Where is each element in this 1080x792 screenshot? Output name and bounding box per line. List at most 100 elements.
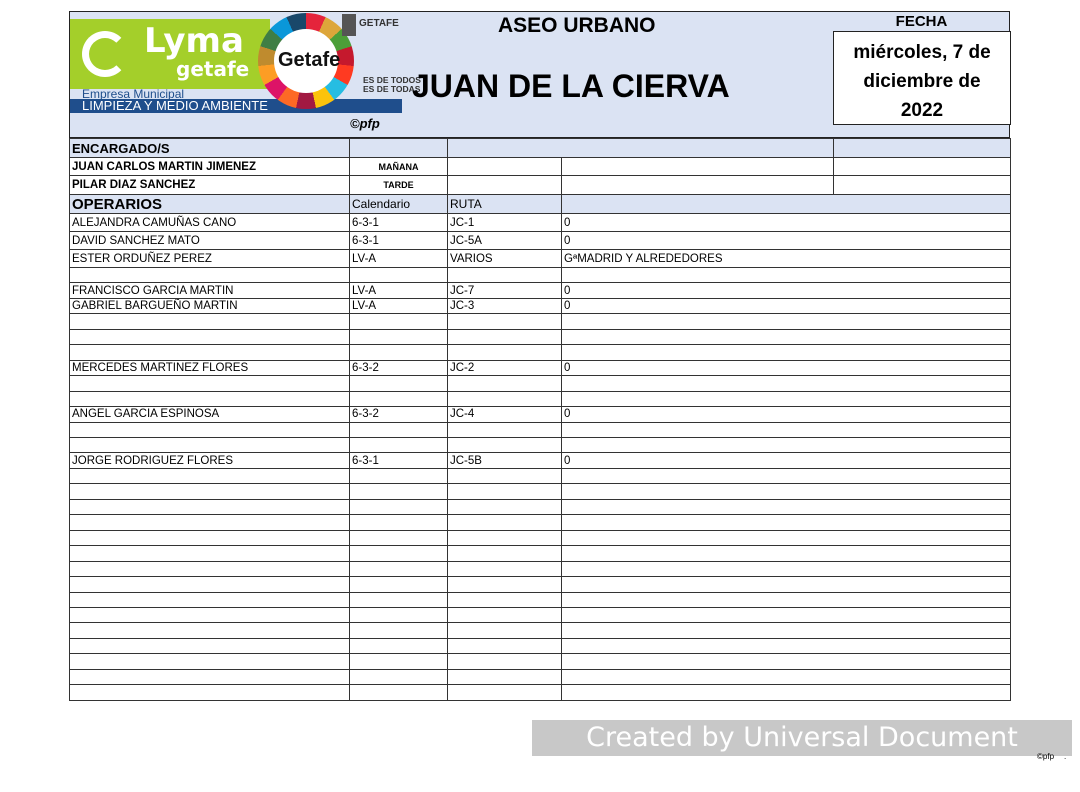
operario-row [69,684,1011,701]
operario-note [561,375,1011,392]
operario-calendario [349,421,448,438]
operario-ruta [447,668,562,686]
operario-note: GªMADRID Y ALREDEDORES [561,249,1011,268]
operario-ruta [447,622,562,639]
encargado-turno: TARDE [349,175,448,195]
operario-calendario: 6-3-2 [349,359,448,377]
operario-calendario [349,545,448,562]
operario-name: MERCEDES MARTINEZ FLORES [69,359,350,377]
getafe-logo-text: Getafe [278,49,341,71]
operario-row: JORGE RODRIGUEZ FLORES 6-3-1 JC-5B 0 [69,452,1011,469]
operario-ruta: JC-3 [447,297,562,315]
operario-name [69,483,350,500]
operario-note [561,606,1011,624]
operario-row [69,545,1011,562]
operario-calendario [349,684,448,701]
operario-name [69,560,350,578]
operario-name [69,637,350,655]
operario-row [69,313,1011,330]
operario-note [561,328,1011,346]
operario-row [69,653,1011,670]
operario-note [561,514,1011,531]
fecha-value: miércoles, 7 de diciembre de 2022 [833,31,1011,125]
operario-row [69,576,1011,593]
operario-calendario [349,591,448,608]
operario-calendario [349,313,448,330]
operario-calendario [349,637,448,655]
operario-note: 0 [561,282,1011,299]
operario-name: DAVID SANCHEZ MATO [69,231,350,250]
watermark: Created by Universal Document Converter [532,720,1072,789]
operario-note: 0 [561,452,1011,469]
operario-name [69,328,350,346]
operario-ruta [447,498,562,516]
operario-note: 0 [561,213,1011,232]
operario-ruta [447,421,562,438]
operario-name [69,606,350,624]
operario-ruta: JC-4 [447,406,562,423]
operario-row: DAVID SANCHEZ MATO 6-3-1 JC-5A 0 [69,231,1011,250]
operario-ruta [447,653,562,670]
footer-dot: . [1064,752,1067,761]
coat-of-arms-icon [342,14,356,36]
operario-calendario: 6-3-1 [349,452,448,469]
operario-row [69,591,1011,608]
operario-name [69,266,350,284]
operario-name [69,375,350,392]
operario-ruta [447,576,562,593]
operario-row [69,622,1011,639]
ayuntamiento-label: GETAFE [359,18,399,29]
operario-name [69,498,350,516]
operario-calendario [349,436,448,454]
operario-calendario [349,529,448,547]
operario-ruta [447,436,562,454]
operario-calendario [349,653,448,670]
encargado-row: JUAN CARLOS MARTIN JIMENEZ MAÑANA [69,157,1011,176]
operario-ruta: JC-5A [447,231,562,250]
operario-calendario [349,606,448,624]
operario-name: FRANCISCO GARCIA MARTIN [69,282,350,299]
operario-calendario: 6-3-1 [349,213,448,232]
operario-row: ALEJANDRA CAMUÑAS CANO 6-3-1 JC-1 0 [69,213,1011,232]
operario-row: GABRIEL BARGUEÑO MARTIN LV-A JC-3 0 [69,297,1011,315]
operario-row [69,266,1011,284]
zone-title: JUAN DE LA CIERVA [412,68,730,104]
operario-calendario: LV-A [349,249,448,268]
operario-ruta [447,375,562,392]
operario-ruta [447,313,562,330]
operario-note [561,344,1011,361]
operario-calendario [349,668,448,686]
operario-note [561,266,1011,284]
sdg-wheel-logo: Getafe [258,13,354,109]
operario-note [561,637,1011,655]
encargado-row: PILAR DIAZ SANCHEZ TARDE [69,175,1011,195]
operarios-title: OPERARIOS [69,194,350,214]
operario-ruta [447,483,562,500]
operario-name [69,653,350,670]
copyright-label: ©pfp [350,116,380,131]
operario-name: ALEJANDRA CAMUÑAS CANO [69,213,350,232]
col-ruta: RUTA [447,194,562,214]
operario-name: ESTER ORDUÑEZ PEREZ [69,249,350,268]
encargado-name: JUAN CARLOS MARTIN JIMENEZ [69,157,350,176]
col-calendario: Calendario [349,194,448,214]
operario-note [561,467,1011,485]
operarios-header-row: OPERARIOS Calendario RUTA [69,194,1011,214]
department-label: LIMPIEZA Y MEDIO AMBIENTE [70,99,402,113]
operario-ruta [447,328,562,346]
operario-ruta [447,591,562,608]
logo-getafe-sub: getafe [176,57,250,81]
encargados-title: ENCARGADO/S [69,138,350,158]
operario-row [69,514,1011,531]
operario-row [69,637,1011,655]
operario-row [69,668,1011,686]
operario-note: 0 [561,297,1011,315]
operario-ruta: VARIOS [447,249,562,268]
operario-row [69,467,1011,485]
operario-ruta: JC-2 [447,359,562,377]
operario-row: ESTER ORDUÑEZ PEREZ LV-A VARIOS GªMADRID Y … [69,249,1011,268]
operario-name [69,313,350,330]
operario-calendario: LV-A [349,297,448,315]
operario-note [561,483,1011,500]
operario-ruta [447,560,562,578]
